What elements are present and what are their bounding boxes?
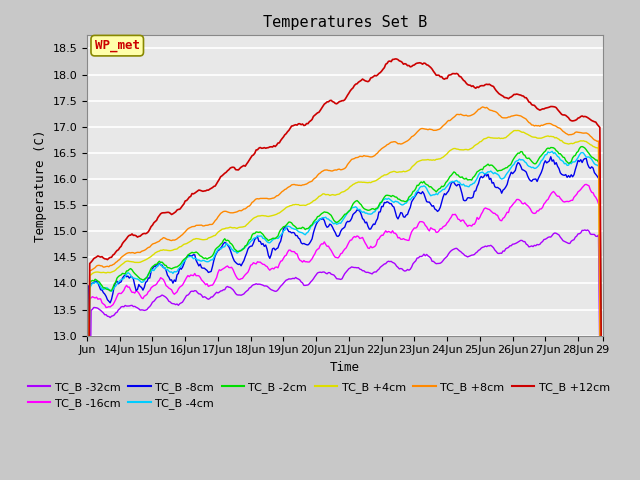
Legend: TC_B -32cm, TC_B -16cm, TC_B -8cm, TC_B -4cm, TC_B -2cm, TC_B +4cm, TC_B +8cm, T: TC_B -32cm, TC_B -16cm, TC_B -8cm, TC_B … — [24, 377, 614, 413]
TC_B +12cm — [286, 125, 294, 131]
TC_B -32cm — [573, 233, 580, 239]
Line: TC_B -4cm: TC_B -4cm — [87, 151, 601, 480]
TC_B -32cm — [367, 270, 374, 276]
TC_B +8cm — [580, 130, 588, 136]
Line: TC_B -32cm: TC_B -32cm — [87, 230, 601, 480]
TC_B +4cm — [514, 128, 522, 133]
Line: TC_B -2cm: TC_B -2cm — [87, 146, 601, 480]
Line: TC_B +12cm: TC_B +12cm — [87, 59, 601, 480]
TC_B -16cm — [573, 192, 580, 197]
TC_B -2cm — [573, 150, 580, 156]
TC_B -32cm — [581, 227, 589, 233]
Text: WP_met: WP_met — [95, 39, 140, 52]
TC_B -16cm — [579, 185, 586, 191]
TC_B -8cm — [100, 290, 108, 296]
TC_B -2cm — [367, 207, 374, 213]
TC_B -32cm — [579, 228, 586, 233]
TC_B +8cm — [100, 264, 108, 270]
Line: TC_B -16cm: TC_B -16cm — [87, 184, 601, 480]
Title: Temperatures Set B: Temperatures Set B — [262, 15, 427, 30]
TC_B +12cm — [367, 75, 374, 81]
TC_B -8cm — [597, 456, 605, 462]
TC_B +12cm — [574, 115, 582, 121]
TC_B -2cm — [401, 199, 409, 204]
TC_B +8cm — [574, 130, 582, 135]
TC_B -32cm — [401, 268, 409, 274]
TC_B +4cm — [401, 169, 409, 175]
TC_B +4cm — [100, 269, 108, 275]
TC_B -16cm — [286, 247, 294, 253]
TC_B -16cm — [597, 405, 605, 410]
TC_B -16cm — [367, 243, 374, 249]
TC_B +12cm — [392, 56, 399, 62]
TC_B -4cm — [597, 375, 605, 381]
Line: TC_B +4cm: TC_B +4cm — [87, 131, 601, 480]
TC_B -2cm — [100, 285, 108, 291]
TC_B -8cm — [580, 156, 588, 162]
TC_B +12cm — [403, 61, 410, 67]
TC_B -16cm — [582, 181, 590, 187]
TC_B -8cm — [401, 215, 409, 220]
TC_B +12cm — [580, 114, 588, 120]
TC_B +12cm — [100, 255, 108, 261]
TC_B -2cm — [580, 144, 588, 150]
TC_B -4cm — [100, 287, 108, 292]
TC_B +4cm — [580, 138, 588, 144]
TC_B +4cm — [574, 139, 582, 144]
TC_B +8cm — [286, 183, 294, 189]
Line: TC_B -8cm: TC_B -8cm — [87, 157, 601, 480]
TC_B -32cm — [100, 310, 108, 316]
TC_B +4cm — [367, 180, 374, 186]
TC_B -8cm — [286, 229, 294, 235]
TC_B -2cm — [579, 144, 586, 149]
TC_B -8cm — [367, 226, 374, 232]
TC_B -4cm — [574, 155, 582, 160]
TC_B -4cm — [548, 148, 556, 154]
TC_B +8cm — [367, 154, 374, 160]
TC_B -4cm — [580, 150, 588, 156]
TC_B -4cm — [401, 201, 409, 206]
X-axis label: Time: Time — [330, 361, 360, 374]
TC_B -16cm — [100, 301, 108, 307]
TC_B -4cm — [286, 224, 294, 230]
TC_B -16cm — [401, 237, 409, 242]
TC_B -2cm — [597, 373, 605, 379]
Y-axis label: Temperature (C): Temperature (C) — [34, 129, 47, 242]
TC_B +4cm — [286, 203, 294, 209]
TC_B +8cm — [479, 104, 486, 110]
TC_B +8cm — [401, 140, 409, 145]
TC_B -2cm — [286, 219, 294, 225]
Line: TC_B +8cm: TC_B +8cm — [87, 107, 601, 480]
TC_B +12cm — [597, 348, 605, 353]
TC_B -8cm — [547, 154, 555, 160]
TC_B -32cm — [286, 276, 294, 282]
TC_B -8cm — [574, 157, 582, 163]
TC_B -4cm — [367, 211, 374, 217]
